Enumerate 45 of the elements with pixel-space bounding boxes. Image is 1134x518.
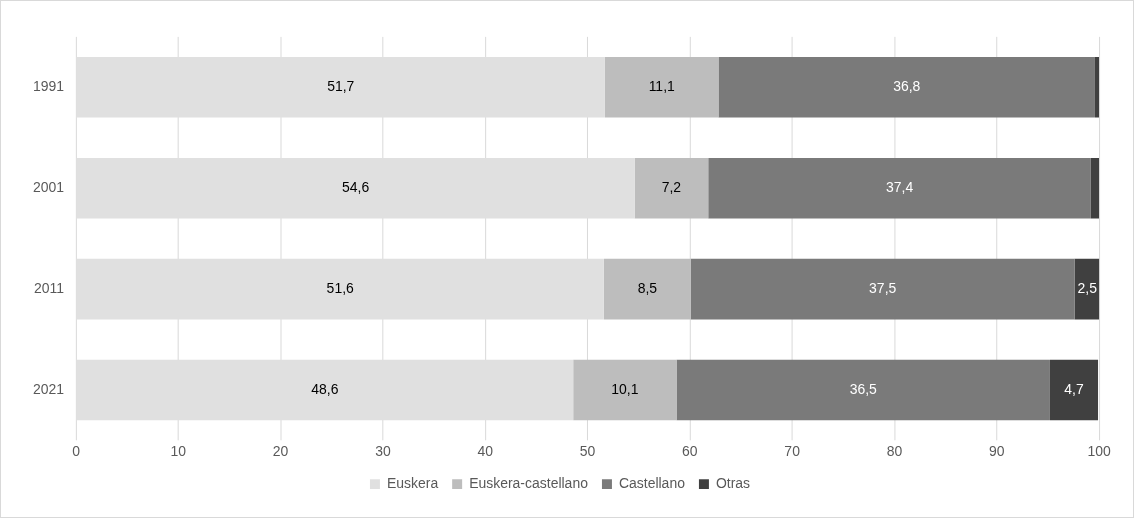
data-label: 51,6 [326, 279, 355, 296]
data-label: 36,8 [893, 78, 921, 95]
data-label: 8,5 [637, 279, 658, 296]
x-tick-label: 40 [477, 442, 494, 459]
x-tick-label: 0 [72, 442, 81, 459]
bar [604, 57, 719, 118]
data-label: 51,7 [327, 78, 355, 95]
x-tick-label: 10 [170, 442, 187, 459]
x-tick-label: 30 [375, 442, 391, 459]
legend-label: Euskera-castellano [469, 474, 589, 491]
x-tick-label: 20 [272, 442, 289, 459]
x-tick-label: 80 [886, 442, 903, 459]
data-label: 37,4 [885, 179, 914, 196]
bar [573, 359, 677, 421]
data-label: 7,2 [661, 179, 682, 196]
data-label: 36,5 [849, 380, 878, 397]
legend-label: Otras [715, 474, 751, 491]
bar [708, 157, 1091, 219]
y-tick-label: 2021 [32, 380, 65, 397]
data-label: 37,5 [869, 279, 897, 296]
data-label: 10,1 [611, 380, 639, 397]
x-tick-label: 70 [784, 442, 801, 459]
legend-label: Euskera [386, 474, 439, 491]
legend-label: Castellano [618, 474, 686, 491]
bar [1074, 258, 1100, 320]
data-label: 54,6 [341, 179, 370, 196]
bar [634, 157, 709, 219]
bar [1090, 157, 1100, 219]
bar [1094, 57, 1100, 118]
bar [676, 359, 1050, 421]
y-tick-label: 1991 [32, 78, 65, 95]
bar [718, 57, 1095, 118]
y-tick-label: 2001 [32, 179, 65, 196]
x-tick-label: 50 [579, 442, 596, 459]
bar [1049, 359, 1099, 421]
data-label: 11,1 [648, 78, 676, 95]
y-tick-label: 2011 [33, 279, 65, 296]
bar [603, 258, 691, 320]
data-label: 4,7 [1064, 380, 1084, 397]
x-tick-label: 90 [988, 442, 1005, 459]
bar [690, 258, 1075, 320]
x-tick-label: 100 [1087, 442, 1111, 459]
x-tick-label: 60 [682, 442, 698, 459]
data-label: 48,6 [311, 380, 339, 397]
data-label: 2,5 [1077, 279, 1098, 296]
